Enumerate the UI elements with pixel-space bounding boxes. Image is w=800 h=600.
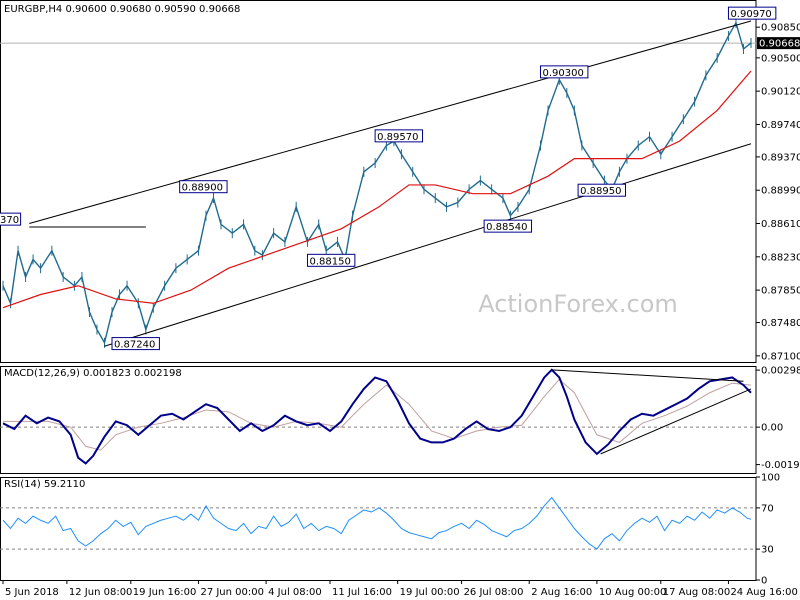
macd-panel-frame	[0, 366, 757, 474]
price-annotation-label: 0.89570	[377, 132, 418, 143]
price-panel-frame	[0, 0, 757, 363]
price-annotation-box	[727, 6, 777, 20]
price-annotation-label: 370	[0, 215, 19, 226]
macd-panel-title: MACD(12,26,9) 0.001823 0.002198	[4, 368, 182, 379]
price-axis-label: 0.88990	[761, 186, 800, 197]
moving-average-line	[2, 70, 752, 309]
rsi-axis-label: 30	[761, 545, 774, 556]
price-axis-label: 0.89370	[761, 152, 800, 163]
price-annotation-box	[179, 180, 228, 194]
macd-axis-label: -0.00196	[761, 460, 800, 471]
price-axis-label: 0.87850	[761, 286, 800, 297]
price-annotation-box	[306, 253, 356, 267]
rsi-axis-label: 0	[761, 576, 767, 587]
price-annotation-label: 0.90970	[730, 9, 771, 20]
channel-upper-line	[29, 20, 752, 224]
price-panel-title: EURGBP,H4 0.90600 0.90680 0.90590 0.9066…	[4, 4, 240, 15]
x-axis-label: 17 Aug 08:00	[663, 587, 730, 598]
x-axis-label: 26 Jul 08:00	[464, 587, 524, 598]
price-annotation-box	[540, 65, 589, 79]
price-annotation-label: 0.90300	[543, 68, 584, 79]
x-axis-label: 19 Jun 16:00	[133, 587, 197, 598]
x-axis-label: 11 Jul 16:00	[332, 587, 392, 598]
macd-axis-label: 0.002984	[761, 366, 800, 377]
price-axis-label: 0.87480	[761, 318, 800, 329]
price-annotation-box	[374, 129, 424, 143]
x-axis-label: 27 Jun 00:00	[200, 587, 264, 598]
price-annotation-box	[111, 337, 160, 351]
macd-signal-line	[3, 378, 752, 451]
x-axis-label: 24 Aug 16:00	[730, 587, 797, 598]
price-annotation-box	[483, 219, 533, 233]
price-axis-label: 0.90850	[761, 23, 800, 34]
x-axis-label: 4 Jul 08:00	[268, 587, 322, 598]
price-annotation-label: 0.88900	[182, 183, 223, 194]
macd-lower-trendline	[600, 388, 752, 455]
rsi-panel-title: RSI(14) 59.2110	[4, 479, 85, 490]
rsi-line	[2, 496, 752, 550]
current-price-box	[757, 37, 800, 50]
x-axis-label: 5 Jun 2018	[5, 587, 59, 598]
price-annotation-label: 0.88150	[309, 256, 350, 267]
x-axis-label: 19 Jul 00:00	[400, 587, 460, 598]
price-annotation-label: 0.88540	[486, 222, 527, 233]
x-axis-label: 10 Aug 00:00	[599, 587, 666, 598]
price-axis-label: 0.89740	[761, 120, 800, 131]
rsi-panel-frame	[0, 477, 757, 581]
price-axis-label: 0.88230	[761, 252, 800, 263]
price-axis-label: 0.88610	[761, 219, 800, 230]
price-axis-label: 0.90120	[761, 87, 800, 98]
macd-upper-trendline	[551, 369, 744, 382]
channel-lower-line	[104, 143, 752, 347]
macd-axis-label: 0.00	[761, 423, 783, 434]
price-axis-label: 0.87100	[761, 351, 800, 362]
rsi-axis-label: 100	[761, 473, 780, 484]
price-annotation-label: 0.88950	[580, 186, 621, 197]
x-axis-label: 12 Jun 08:00	[69, 587, 133, 598]
rsi-axis-label: 70	[761, 503, 774, 514]
price-annotation-label: 0.87240	[114, 340, 155, 351]
price-axis-label: 0.90500	[761, 53, 800, 64]
watermark: ActionForex.com	[478, 290, 678, 318]
current-price-label: 0.90668	[759, 39, 800, 50]
macd-line	[2, 368, 752, 465]
price-annotation-box	[0, 212, 22, 226]
price-annotation-box	[577, 183, 626, 197]
x-axis-label: 2 Aug 16:00	[531, 587, 592, 598]
